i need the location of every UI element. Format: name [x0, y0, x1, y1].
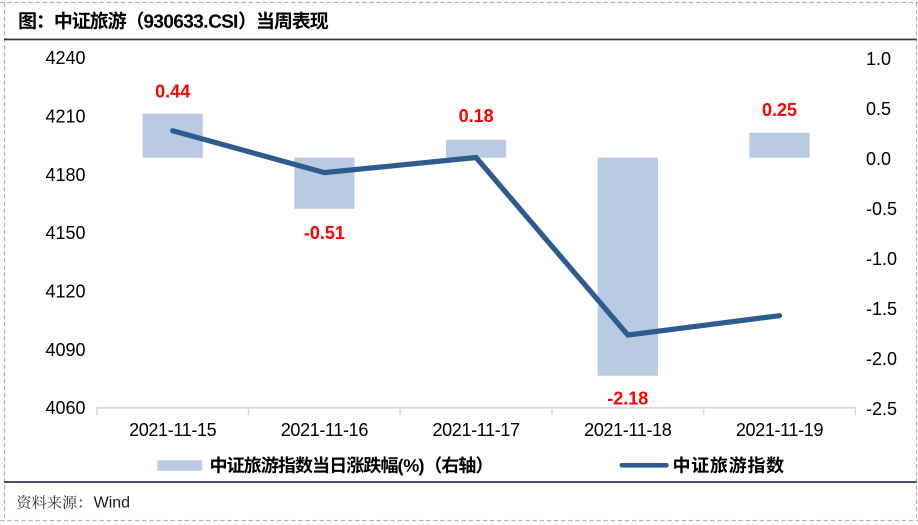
svg-text:-0.51: -0.51 — [304, 223, 345, 243]
svg-text:2021-11-17: 2021-11-17 — [432, 420, 520, 440]
svg-text:4180: 4180 — [45, 165, 85, 185]
svg-text:4120: 4120 — [45, 282, 85, 302]
svg-text:-2.0: -2.0 — [866, 349, 897, 369]
svg-text:2021-11-16: 2021-11-16 — [281, 420, 369, 440]
svg-text:-2.18: -2.18 — [607, 389, 648, 409]
svg-text:2021-11-19: 2021-11-19 — [736, 420, 824, 440]
svg-text:4060: 4060 — [45, 398, 85, 418]
svg-text:4210: 4210 — [45, 107, 85, 127]
svg-text:4090: 4090 — [45, 340, 85, 360]
svg-text:2021-11-18: 2021-11-18 — [584, 420, 672, 440]
svg-text:4150: 4150 — [45, 223, 85, 243]
svg-text:-2.5: -2.5 — [866, 399, 897, 419]
svg-text:0.0: 0.0 — [866, 149, 891, 169]
svg-text:Wind: Wind — [94, 494, 130, 511]
svg-text:0.5: 0.5 — [866, 99, 891, 119]
svg-text:0.44: 0.44 — [155, 82, 190, 102]
svg-text:-1.0: -1.0 — [866, 249, 897, 269]
svg-text:-0.5: -0.5 — [866, 199, 897, 219]
svg-text:1.0: 1.0 — [866, 49, 891, 69]
svg-text:-1.5: -1.5 — [866, 299, 897, 319]
svg-text:0.25: 0.25 — [762, 100, 797, 120]
svg-text:0.18: 0.18 — [459, 106, 494, 126]
svg-text:2021-11-15: 2021-11-15 — [129, 420, 217, 440]
svg-text:4240: 4240 — [45, 48, 85, 68]
